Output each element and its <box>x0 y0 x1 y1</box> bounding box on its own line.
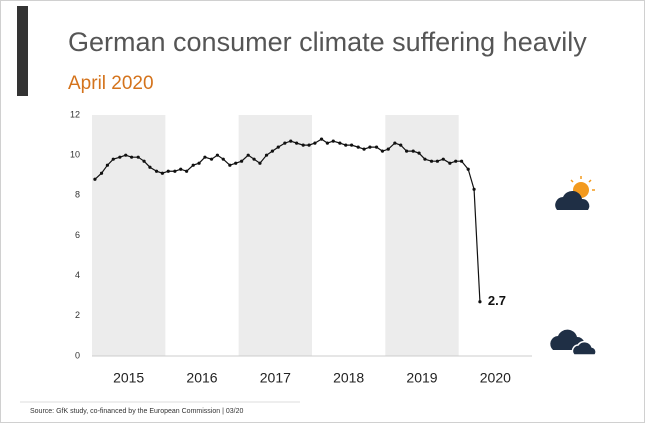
point <box>472 187 476 191</box>
point <box>411 149 415 153</box>
point <box>295 141 299 145</box>
point <box>99 171 104 175</box>
point <box>111 157 115 161</box>
point <box>197 161 201 165</box>
point <box>356 145 360 149</box>
point <box>209 157 214 161</box>
point <box>466 167 470 171</box>
y-tick-label: 0 <box>75 350 80 360</box>
y-tick-label: 10 <box>70 150 80 160</box>
point <box>203 155 207 159</box>
point <box>350 143 354 147</box>
point <box>173 169 177 173</box>
value-label: 2.7 <box>488 293 506 308</box>
point <box>246 153 250 157</box>
point <box>393 141 397 145</box>
point <box>148 165 152 169</box>
point <box>380 149 384 153</box>
point <box>264 153 269 157</box>
point <box>221 157 225 161</box>
y-tick-label: 4 <box>75 270 80 280</box>
point <box>301 143 305 147</box>
point <box>429 159 434 163</box>
y-tick-label: 8 <box>75 190 80 200</box>
point <box>166 169 170 173</box>
point <box>448 161 452 165</box>
chart-title: German consumer climate suffering heavil… <box>68 27 587 57</box>
point <box>338 141 342 145</box>
accent-bar <box>17 6 28 96</box>
x-tick-label: 2017 <box>260 370 291 386</box>
point <box>423 157 427 161</box>
point <box>185 169 189 173</box>
point <box>136 155 140 159</box>
point <box>435 159 439 163</box>
x-tick-label: 2018 <box>333 370 364 386</box>
point <box>454 159 458 163</box>
point <box>344 143 348 147</box>
point <box>228 163 232 167</box>
year-band <box>385 115 459 356</box>
year-band <box>92 115 166 356</box>
point <box>154 169 159 173</box>
x-tick-label: 2020 <box>480 370 511 386</box>
point <box>405 149 409 153</box>
point <box>289 139 293 143</box>
point <box>386 147 390 151</box>
y-tick-label: 6 <box>75 230 80 240</box>
point <box>478 300 482 304</box>
point <box>313 141 317 145</box>
point <box>240 159 244 163</box>
point <box>368 145 372 149</box>
point <box>142 159 146 163</box>
x-tick-label: 2016 <box>186 370 217 386</box>
line <box>94 138 481 302</box>
point <box>160 171 164 175</box>
y-tick-label: 2 <box>75 310 80 320</box>
x-tick-label: 2015 <box>113 370 144 386</box>
point <box>441 157 445 161</box>
point <box>331 139 335 143</box>
point <box>460 159 464 163</box>
point <box>258 161 262 165</box>
point <box>130 155 134 159</box>
point <box>93 177 97 181</box>
sun-cloud-icon <box>555 176 595 210</box>
x-tick-label: 2019 <box>406 370 437 386</box>
point <box>399 143 403 147</box>
year-band <box>238 115 312 356</box>
point <box>319 137 324 141</box>
point <box>325 141 329 145</box>
point <box>215 153 219 157</box>
point <box>105 163 109 167</box>
point <box>234 161 238 165</box>
point <box>179 167 183 171</box>
point <box>270 149 274 153</box>
point <box>276 145 280 149</box>
point <box>307 143 311 147</box>
point <box>362 147 366 151</box>
point <box>417 151 421 155</box>
point <box>191 163 195 167</box>
point <box>118 155 122 159</box>
point <box>124 153 128 157</box>
point <box>374 145 379 149</box>
y-tick-label: 12 <box>70 109 80 119</box>
point <box>283 141 287 145</box>
chart-subtitle: April 2020 <box>68 73 154 94</box>
point <box>252 157 256 161</box>
source-note: Source: GfK study, co-financed by the Eu… <box>30 408 243 415</box>
cloud-icon <box>550 329 597 356</box>
